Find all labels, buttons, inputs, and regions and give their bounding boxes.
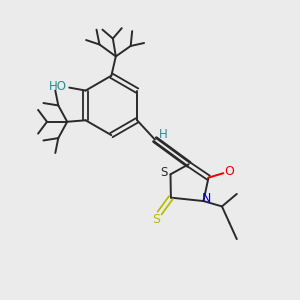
Text: H: H bbox=[159, 128, 168, 141]
Text: O: O bbox=[224, 165, 234, 178]
Text: HO: HO bbox=[49, 80, 67, 93]
Text: N: N bbox=[202, 192, 211, 205]
Text: S: S bbox=[160, 166, 168, 179]
Text: S: S bbox=[152, 212, 160, 226]
